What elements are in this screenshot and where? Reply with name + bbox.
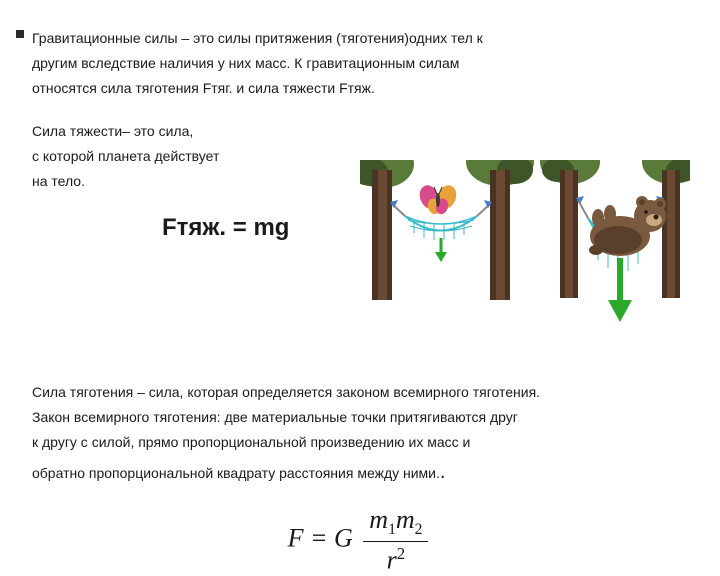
- para1-line2: другим вследствие наличия у них масс. К …: [32, 53, 688, 74]
- para3-line1: Сила тяготения – сила, которая определяе…: [32, 382, 688, 403]
- bear-icon: [589, 196, 666, 256]
- tree-trunk-2: [490, 170, 510, 300]
- para3-line2: Закон всемирного тяготения: две материал…: [32, 407, 688, 428]
- formula-newton-gravitation: F = G m1m2 r2: [32, 505, 688, 576]
- bullet-marker: [16, 30, 24, 38]
- butterfly-icon: [417, 183, 460, 216]
- para1-line1: Гравитационные силы – это силы притяжени…: [32, 28, 688, 49]
- para2-line1: Сила тяжести– это сила,: [32, 121, 688, 142]
- tree-trunk-4: [662, 170, 680, 298]
- para3-line3: к другу с силой, прямо пропорциональной …: [32, 432, 688, 453]
- para3-line4: обратно пропорциональной квадрату рассто…: [32, 457, 688, 487]
- para1-line3: относятся сила тяготения Fтяг. и сила тя…: [32, 78, 688, 99]
- arrow-down-small: [435, 238, 447, 262]
- illustration-hammocks: [360, 160, 690, 325]
- tree-trunk-1: [372, 170, 392, 300]
- tree-trunk-3: [560, 170, 578, 298]
